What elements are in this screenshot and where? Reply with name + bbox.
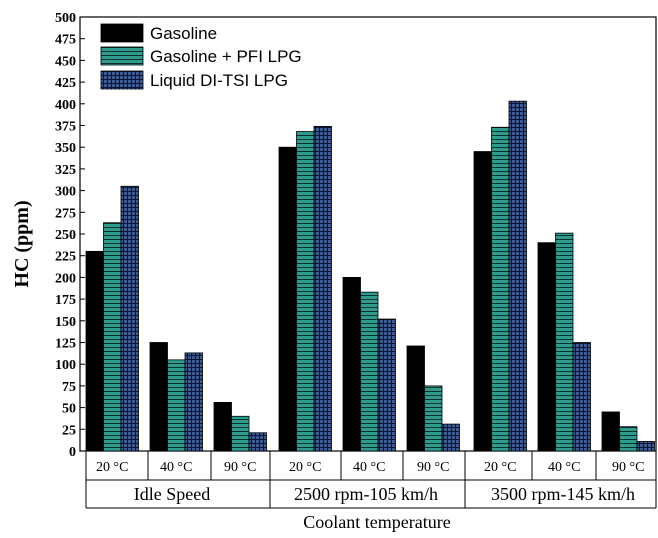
bar bbox=[555, 232, 574, 452]
y-tick-label: 25 bbox=[62, 423, 76, 438]
y-tick-label: 125 bbox=[55, 337, 76, 352]
bar bbox=[424, 385, 443, 452]
y-tick-label: 150 bbox=[55, 315, 76, 330]
bar bbox=[406, 345, 425, 452]
x-category-label: 40 °C bbox=[160, 460, 192, 475]
y-tick-label: 250 bbox=[55, 228, 76, 243]
bar bbox=[184, 352, 203, 452]
y-axis-title: HC (ppm) bbox=[11, 200, 33, 287]
y-tick-label: 475 bbox=[55, 33, 76, 48]
bar bbox=[636, 441, 655, 452]
bar bbox=[601, 411, 620, 452]
bar bbox=[103, 222, 122, 452]
y-tick-label: 500 bbox=[55, 11, 76, 26]
legend-label: Liquid DI-TSI LPG bbox=[150, 71, 288, 90]
bar bbox=[572, 342, 591, 452]
x-category-label: 40 °C bbox=[353, 460, 385, 475]
y-tick-label: 400 bbox=[55, 98, 76, 113]
x-category-label: 20 °C bbox=[96, 460, 128, 475]
y-axis: 0 25 50 75 100 125 150 175 200 225 250 275 300 325 350… bbox=[55, 11, 85, 460]
bar bbox=[120, 185, 139, 452]
x-category-label: 90 °C bbox=[417, 460, 449, 475]
y-tick-label: 300 bbox=[55, 185, 76, 200]
legend-label: Gasoline + PFI LPG bbox=[150, 47, 302, 66]
y-tick-label: 100 bbox=[55, 358, 76, 373]
bar bbox=[619, 426, 638, 452]
y-tick-label: 50 bbox=[62, 402, 76, 417]
x-category-label: 90 °C bbox=[224, 460, 256, 475]
y-tick-label: 200 bbox=[55, 271, 76, 286]
bar bbox=[508, 100, 527, 452]
x-group-label: Idle Speed bbox=[134, 484, 210, 504]
x-group-label: 3500 rpm-145 km/h bbox=[491, 484, 635, 504]
y-tick-label: 0 bbox=[69, 445, 76, 460]
x-category-label: 20 °C bbox=[289, 460, 321, 475]
x-axis-title: Coolant temperature bbox=[303, 512, 450, 532]
bar bbox=[342, 276, 361, 452]
bar bbox=[296, 131, 315, 452]
bar bbox=[248, 432, 267, 452]
y-tick-label: 325 bbox=[55, 163, 76, 178]
legend-swatch bbox=[100, 70, 144, 90]
legend: Gasoline Gasoline + PFI LPG Liquid DI-TSI … bbox=[100, 23, 302, 90]
bar bbox=[360, 291, 379, 452]
y-tick-label: 425 bbox=[55, 76, 76, 91]
bar bbox=[149, 342, 168, 452]
bar bbox=[167, 359, 186, 452]
bar bbox=[473, 151, 492, 452]
x-category-label: 90 °C bbox=[612, 460, 644, 475]
bar bbox=[85, 250, 104, 452]
bar bbox=[313, 125, 332, 452]
bar bbox=[231, 415, 250, 452]
legend-label: Gasoline bbox=[150, 24, 217, 43]
y-tick-label: 350 bbox=[55, 141, 76, 156]
legend-swatch bbox=[100, 23, 144, 43]
bar bbox=[213, 401, 232, 452]
y-tick-label: 175 bbox=[55, 293, 76, 308]
x-category-label: 40 °C bbox=[548, 460, 580, 475]
y-tick-label: 75 bbox=[62, 380, 76, 395]
y-tick-label: 375 bbox=[55, 120, 76, 135]
bar bbox=[278, 146, 297, 452]
x-group-label: 2500 rpm-105 km/h bbox=[294, 484, 438, 504]
y-tick-label: 225 bbox=[55, 250, 76, 265]
bar bbox=[491, 126, 510, 452]
bar bbox=[441, 423, 460, 452]
y-tick-label: 275 bbox=[55, 206, 76, 221]
bar bbox=[537, 242, 556, 452]
bars bbox=[85, 100, 655, 452]
y-tick-label: 450 bbox=[55, 54, 76, 69]
bar bbox=[377, 318, 396, 452]
x-category-label: 20 °C bbox=[484, 460, 516, 475]
x-axis: 20 °C 40 °C 90 °C 20 °C 40 °C 90 °C 20 °C 40 °C… bbox=[85, 451, 657, 509]
legend-swatch bbox=[100, 46, 144, 66]
